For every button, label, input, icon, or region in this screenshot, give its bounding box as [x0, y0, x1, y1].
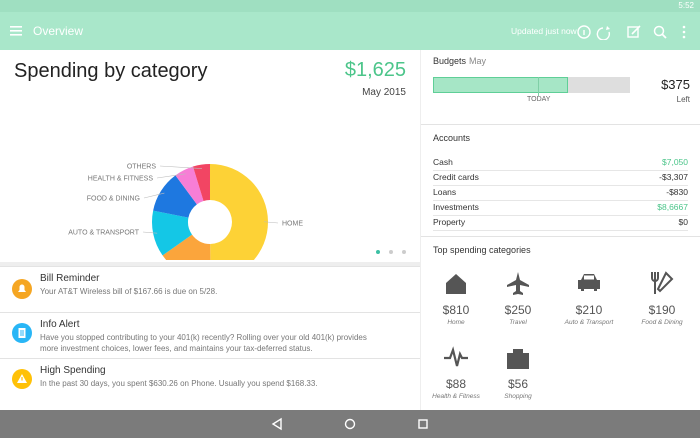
- category-label: Shopping: [504, 393, 532, 400]
- account-value: $7,050: [662, 157, 688, 167]
- category-label: Food & Dining: [641, 319, 683, 326]
- category-icon: [507, 272, 529, 295]
- alert-icon: [12, 279, 32, 299]
- account-value: -$830: [666, 187, 688, 197]
- budget-left-label: Left: [676, 95, 690, 104]
- updated-status: Updated just now: [511, 26, 577, 36]
- category-icon: [578, 274, 600, 291]
- divider: [0, 262, 420, 266]
- alert-body: In the past 30 days, you spent $630.26 o…: [40, 379, 318, 388]
- category-tile[interactable]: $810 Home: [421, 270, 491, 326]
- slice-label: OTHERS: [127, 164, 157, 171]
- alert-item[interactable]: Bill Reminder Your AT&T Wireless bill of…: [0, 266, 420, 313]
- pie-slice: [162, 234, 211, 260]
- alert-title: Info Alert: [40, 319, 80, 330]
- account-row: Cash $7,050: [433, 155, 688, 171]
- chart-title: Spending by category: [14, 60, 208, 82]
- pie-slice: [192, 164, 210, 201]
- category-tile[interactable]: $210 Auto & Transport: [554, 270, 624, 326]
- budget-left-amount: $375: [661, 77, 690, 92]
- category-label: Auto & Transport: [564, 319, 614, 326]
- category-tile[interactable]: $88 Health & Fitness: [421, 344, 491, 400]
- alert-icon: [12, 369, 32, 389]
- category-tile[interactable]: $56 Shopping: [483, 344, 553, 400]
- menu-button[interactable]: [10, 26, 22, 36]
- alert-item[interactable]: High Spending In the past 30 days, you s…: [0, 358, 420, 405]
- page-dots[interactable]: [374, 248, 410, 256]
- slice-label: HOME: [282, 221, 303, 228]
- account-name: Loans: [433, 187, 457, 197]
- period: May 2015: [362, 87, 406, 98]
- budgets-month: May: [469, 56, 487, 66]
- category-amount: $250: [504, 303, 532, 317]
- category-amount: $210: [575, 303, 603, 317]
- leader-line: [142, 231, 158, 234]
- account-name: Credit cards: [433, 172, 479, 182]
- category-icon: [446, 274, 466, 294]
- alert-item[interactable]: Info Alert Have you stopped contributing…: [0, 312, 420, 359]
- account-value: -$3,307: [659, 172, 688, 182]
- account-row: Investments $8,6667: [433, 200, 688, 216]
- nav-bar: [0, 410, 700, 438]
- leader-line: [156, 173, 186, 179]
- category-icon: [651, 271, 674, 294]
- total-amount: $1,625: [344, 59, 406, 81]
- leader-line: [143, 192, 165, 199]
- category-label: Health & Fitness: [432, 393, 480, 400]
- account-row: Loans -$830: [433, 185, 688, 201]
- leader-line: [263, 221, 279, 224]
- app-bar: Overview Updated just now: [0, 12, 700, 50]
- account-name: Cash: [433, 157, 453, 167]
- leader-line: [159, 165, 203, 169]
- account-row: Property $0: [433, 215, 688, 231]
- category-tile[interactable]: $190 Food & Dining: [627, 270, 697, 326]
- account-value: $8,6667: [657, 202, 688, 212]
- today-marker: [538, 77, 539, 96]
- account-value: $0: [678, 217, 688, 227]
- category-label: Travel: [509, 319, 527, 326]
- category-amount: $56: [507, 377, 529, 391]
- nav-buttons[interactable]: [270, 417, 430, 431]
- category-icon: [507, 349, 529, 369]
- alert-title: Bill Reminder: [40, 273, 100, 284]
- pie-slice: [175, 166, 204, 205]
- alert-body: Your AT&T Wireless bill of $167.66 is du…: [40, 287, 218, 296]
- clock: 5:52: [678, 1, 694, 10]
- category-label: Home: [447, 319, 465, 326]
- screen-title: Overview: [33, 24, 84, 38]
- pie-slice: [152, 210, 193, 256]
- slice-label: FOOD & DINING: [87, 196, 140, 203]
- alert-icon: [12, 323, 32, 343]
- top-spending-title: Top spending categories: [433, 245, 531, 255]
- left-panel: Spending by category $1,625 May 2015 HOM…: [0, 50, 420, 410]
- category-tile[interactable]: $250 Travel: [483, 270, 553, 326]
- pie-slice: [210, 164, 268, 260]
- budgets-title: Budgets: [433, 56, 467, 66]
- accounts-title: Accounts: [433, 133, 471, 143]
- category-amount: $88: [445, 377, 467, 391]
- account-name: Property: [433, 217, 466, 227]
- category-amount: $190: [648, 303, 676, 317]
- status-bar: 5:52: [0, 0, 700, 12]
- slice-label: HEALTH & FITNESS: [88, 176, 154, 183]
- slice-label: AUTO & TRANSPORT: [68, 230, 140, 237]
- category-amount: $810: [442, 303, 470, 317]
- today-label: TODAY: [527, 96, 551, 103]
- budget-bar-fill: [433, 77, 568, 93]
- right-panel: Budgets May TODAY $375 Left Accounts Cas…: [421, 50, 700, 410]
- pie-slice: [153, 175, 197, 218]
- divider: [421, 124, 700, 125]
- category-icon: [444, 346, 468, 367]
- account-name: Investments: [433, 202, 479, 212]
- alert-title: High Spending: [40, 365, 106, 376]
- account-row: Credit cards -$3,307: [433, 170, 688, 186]
- divider: [421, 236, 700, 237]
- alert-body: Have you stopped contributing to your 40…: [40, 333, 367, 353]
- toolbar-icons[interactable]: [576, 24, 696, 40]
